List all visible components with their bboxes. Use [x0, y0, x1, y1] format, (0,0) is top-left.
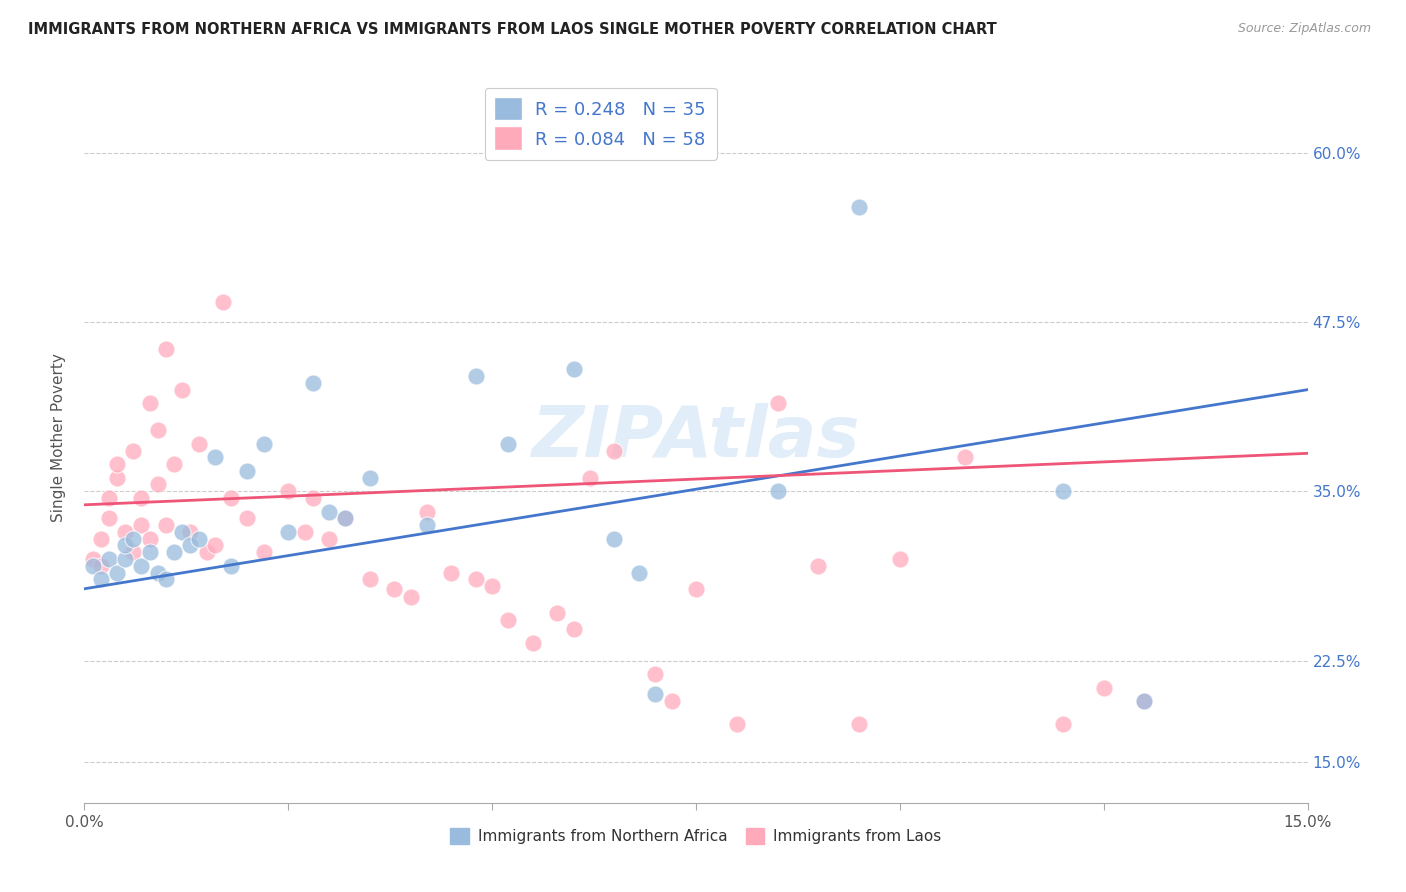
Point: [1133, 694, 1156, 708]
Point: [131, 558, 153, 573]
Point: [122, 545, 145, 559]
Point: [562, 623, 585, 637]
Point: [335, 511, 357, 525]
Point: [416, 505, 439, 519]
Point: [464, 572, 486, 586]
Point: [195, 545, 218, 559]
Point: [105, 566, 128, 580]
Point: [90, 532, 112, 546]
Point: [204, 538, 226, 552]
Point: [90, 558, 112, 573]
Point: [212, 294, 235, 309]
Point: [277, 524, 299, 539]
Point: [82, 558, 104, 573]
Point: [236, 464, 259, 478]
Point: [318, 505, 340, 519]
Point: [97, 491, 120, 505]
Point: [122, 532, 145, 546]
Point: [114, 524, 136, 539]
Point: [848, 200, 870, 214]
Point: [163, 545, 186, 559]
Legend: Immigrants from Northern Africa, Immigrants from Laos: Immigrants from Northern Africa, Immigra…: [444, 822, 948, 850]
Point: [848, 717, 870, 731]
Text: IMMIGRANTS FROM NORTHERN AFRICA VS IMMIGRANTS FROM LAOS SINGLE MOTHER POVERTY CO: IMMIGRANTS FROM NORTHERN AFRICA VS IMMIG…: [28, 22, 997, 37]
Point: [179, 524, 201, 539]
Point: [522, 636, 544, 650]
Point: [644, 688, 666, 702]
Point: [440, 566, 463, 580]
Point: [603, 532, 626, 546]
Point: [464, 369, 486, 384]
Point: [766, 396, 789, 410]
Text: Source: ZipAtlas.com: Source: ZipAtlas.com: [1237, 22, 1371, 36]
Point: [253, 545, 276, 559]
Point: [82, 552, 104, 566]
Point: [766, 484, 789, 499]
Point: [219, 558, 242, 573]
Point: [90, 572, 112, 586]
Point: [172, 383, 194, 397]
Point: [294, 524, 316, 539]
Point: [359, 572, 381, 586]
Point: [114, 552, 136, 566]
Point: [1052, 484, 1074, 499]
Point: [138, 545, 160, 559]
Point: [146, 423, 169, 437]
Point: [97, 511, 120, 525]
Point: [481, 579, 503, 593]
Point: [131, 518, 153, 533]
Point: [301, 491, 323, 505]
Point: [416, 518, 439, 533]
Point: [187, 437, 209, 451]
Point: [204, 450, 226, 465]
Point: [146, 566, 169, 580]
Point: [335, 511, 357, 525]
Point: [1133, 694, 1156, 708]
Point: [146, 477, 169, 491]
Point: [97, 552, 120, 566]
Point: [301, 376, 323, 390]
Point: [1092, 681, 1115, 695]
Point: [546, 606, 568, 620]
Point: [661, 694, 683, 708]
Point: [155, 518, 177, 533]
Point: [155, 342, 177, 356]
Point: [163, 457, 186, 471]
Point: [187, 532, 209, 546]
Point: [725, 717, 748, 731]
Point: [122, 443, 145, 458]
Point: [172, 524, 194, 539]
Point: [114, 538, 136, 552]
Point: [179, 538, 201, 552]
Point: [105, 471, 128, 485]
Point: [131, 491, 153, 505]
Point: [579, 471, 602, 485]
Point: [1052, 717, 1074, 731]
Point: [498, 437, 520, 451]
Y-axis label: Single Mother Poverty: Single Mother Poverty: [51, 352, 66, 522]
Point: [138, 532, 160, 546]
Point: [318, 532, 340, 546]
Text: ZIPAtlas: ZIPAtlas: [531, 402, 860, 472]
Point: [603, 443, 626, 458]
Point: [105, 457, 128, 471]
Point: [399, 590, 422, 604]
Point: [953, 450, 976, 465]
Point: [889, 552, 911, 566]
Point: [253, 437, 276, 451]
Point: [627, 566, 650, 580]
Point: [155, 572, 177, 586]
Point: [382, 582, 405, 596]
Point: [277, 484, 299, 499]
Point: [644, 667, 666, 681]
Point: [807, 558, 830, 573]
Point: [562, 362, 585, 376]
Point: [359, 471, 381, 485]
Point: [236, 511, 259, 525]
Point: [219, 491, 242, 505]
Point: [685, 582, 707, 596]
Point: [138, 396, 160, 410]
Point: [498, 613, 520, 627]
